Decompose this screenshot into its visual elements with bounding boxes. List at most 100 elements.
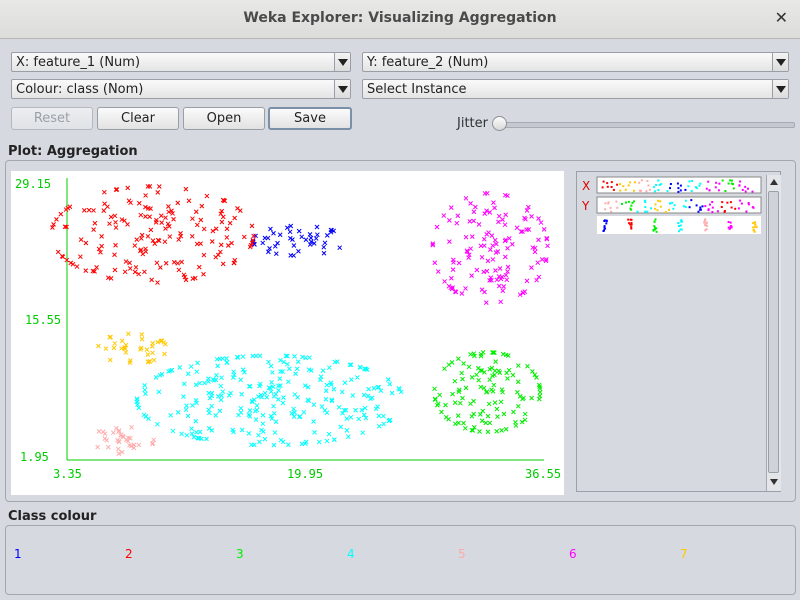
data-point[interactable] <box>432 386 437 392</box>
data-point[interactable] <box>321 244 327 250</box>
data-point[interactable] <box>139 232 145 238</box>
data-point[interactable] <box>522 411 528 417</box>
data-point[interactable] <box>147 214 153 220</box>
data-point[interactable] <box>123 259 129 264</box>
data-point[interactable] <box>481 236 487 242</box>
data-point[interactable] <box>295 359 301 365</box>
data-point[interactable] <box>496 368 502 374</box>
data-point[interactable] <box>183 407 189 413</box>
data-point[interactable] <box>262 235 268 241</box>
data-point[interactable] <box>238 377 244 383</box>
data-point[interactable] <box>114 187 120 192</box>
data-point[interactable] <box>471 411 477 417</box>
data-point[interactable] <box>329 397 335 403</box>
data-point[interactable] <box>285 361 290 367</box>
data-point[interactable] <box>449 275 454 281</box>
data-point[interactable] <box>220 197 226 203</box>
data-point[interactable] <box>159 220 165 226</box>
data-point[interactable] <box>286 442 291 448</box>
data-point[interactable] <box>348 362 354 368</box>
data-point[interactable] <box>460 376 465 382</box>
data-point[interactable] <box>514 225 520 231</box>
data-point[interactable] <box>504 277 510 283</box>
open-button[interactable]: Open <box>183 107 265 130</box>
data-point[interactable] <box>231 372 237 378</box>
data-point[interactable] <box>515 379 521 385</box>
data-point[interactable] <box>175 200 181 206</box>
data-point[interactable] <box>170 428 176 434</box>
data-point[interactable] <box>170 211 175 216</box>
data-point[interactable] <box>98 249 103 255</box>
data-point[interactable] <box>195 360 200 366</box>
data-point[interactable] <box>275 240 280 246</box>
data-point[interactable] <box>220 261 226 267</box>
data-point[interactable] <box>134 237 140 242</box>
data-point[interactable] <box>320 368 326 373</box>
data-point[interactable] <box>64 224 69 230</box>
data-point[interactable] <box>483 300 489 305</box>
data-point[interactable] <box>272 430 278 435</box>
data-point[interactable] <box>459 291 465 296</box>
data-point[interactable] <box>218 397 224 403</box>
data-point[interactable] <box>102 436 108 441</box>
data-point[interactable] <box>183 186 189 192</box>
data-point[interactable] <box>209 403 214 409</box>
data-point[interactable] <box>493 241 499 247</box>
data-point[interactable] <box>217 249 223 255</box>
data-point[interactable] <box>323 388 329 394</box>
data-point[interactable] <box>500 351 506 357</box>
data-point[interactable] <box>90 268 96 274</box>
data-point[interactable] <box>442 366 447 372</box>
data-point[interactable] <box>185 371 191 377</box>
data-point[interactable] <box>70 261 76 267</box>
data-point[interactable] <box>219 219 225 225</box>
data-point[interactable] <box>258 392 264 398</box>
data-point[interactable] <box>513 423 519 428</box>
jitter-slider-thumb[interactable] <box>492 116 507 131</box>
data-point[interactable] <box>468 351 473 357</box>
data-point[interactable] <box>505 269 510 274</box>
data-point[interactable] <box>378 388 384 394</box>
data-point[interactable] <box>505 376 510 381</box>
data-point[interactable] <box>492 205 497 211</box>
data-point[interactable] <box>524 278 530 284</box>
data-point[interactable] <box>486 230 491 235</box>
data-point[interactable] <box>230 375 236 380</box>
data-point[interactable] <box>194 369 200 375</box>
data-point[interactable] <box>94 265 99 270</box>
data-point[interactable] <box>145 233 151 239</box>
data-point[interactable] <box>171 216 176 222</box>
data-point[interactable] <box>271 403 276 409</box>
data-point[interactable] <box>271 230 276 236</box>
data-point[interactable] <box>55 249 61 255</box>
data-point[interactable] <box>319 404 325 409</box>
data-point[interactable] <box>136 405 142 411</box>
data-point[interactable] <box>487 278 492 283</box>
data-point[interactable] <box>484 389 489 395</box>
data-point[interactable] <box>308 368 314 373</box>
data-point[interactable] <box>92 220 98 226</box>
data-point[interactable] <box>198 217 204 223</box>
data-point[interactable] <box>503 237 508 243</box>
data-point[interactable] <box>273 391 279 397</box>
data-point[interactable] <box>311 419 316 424</box>
data-point[interactable] <box>158 338 164 344</box>
data-point[interactable] <box>116 451 122 456</box>
data-point[interactable] <box>248 242 254 248</box>
data-point[interactable] <box>467 218 473 224</box>
data-point[interactable] <box>308 239 314 244</box>
data-point[interactable] <box>83 268 89 274</box>
data-point[interactable] <box>112 341 118 346</box>
class-colour-entry[interactable]: 3 <box>236 547 244 561</box>
data-point[interactable] <box>496 219 501 225</box>
data-point[interactable] <box>218 211 224 217</box>
attribute-bars[interactable]: X Y <box>577 172 767 492</box>
data-point[interactable] <box>217 408 223 414</box>
data-point[interactable] <box>191 434 197 440</box>
data-point[interactable] <box>78 237 84 242</box>
data-point[interactable] <box>301 409 307 415</box>
data-point[interactable] <box>463 385 469 391</box>
data-point[interactable] <box>189 233 195 239</box>
data-point[interactable] <box>305 384 311 390</box>
data-point[interactable] <box>167 234 173 239</box>
